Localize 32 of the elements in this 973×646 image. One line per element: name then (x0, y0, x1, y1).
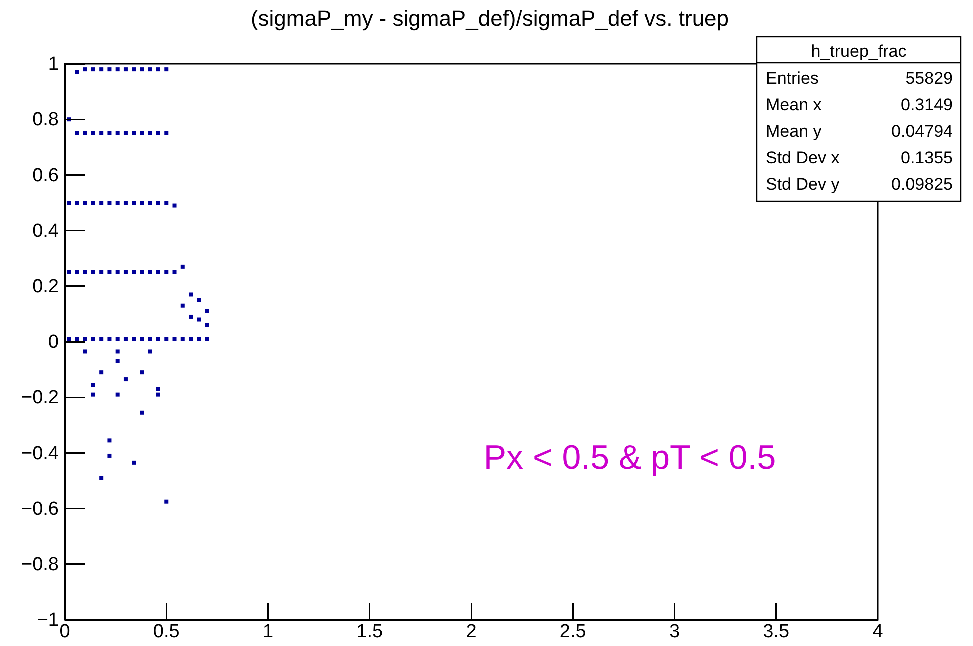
y-tick-label: 0 (48, 332, 59, 354)
x-tick-label: 0.5 (153, 621, 180, 642)
x-tick-label: 2 (466, 621, 477, 642)
x-tick-label: 1.5 (356, 621, 384, 642)
x-tick-label: 3.5 (763, 621, 790, 642)
x-tick-label: 4 (872, 621, 884, 642)
chart-title: (sigmaP_my - sigmaP_def)/sigmaP_def vs. truep (250, 6, 730, 31)
annotation: Std Dev y (766, 175, 840, 194)
y-tick-label: −0.6 (21, 498, 59, 520)
annotation: Mean y (766, 122, 822, 141)
text: h_truep_frac (811, 42, 908, 61)
text: 55829 (906, 69, 953, 88)
y-tick-label: −1 (37, 610, 59, 632)
y-tick-label: 0.6 (32, 165, 59, 186)
y-tick-label: 1 (48, 54, 59, 76)
annotation: Px < 0.5 & pT < 0.5 (484, 438, 776, 477)
y-tick-label: −0.4 (21, 443, 60, 464)
x-tick-label: 3 (669, 621, 680, 642)
y-tick-label: 0.2 (32, 276, 59, 298)
text: 0.09825 (892, 175, 953, 194)
annotation: Entries (766, 69, 819, 88)
text: 0.04794 (892, 122, 953, 141)
y-tick-label: 0.4 (32, 220, 60, 242)
annotation: Mean x (766, 96, 822, 114)
y-tick-label: −0.2 (21, 388, 59, 409)
y-tick-label: −0.8 (21, 554, 59, 576)
text: 0.3149 (901, 96, 953, 114)
x-tick-label: 2.5 (560, 621, 586, 642)
x-tick-label: 1 (262, 621, 274, 642)
y-tick-label: 0.8 (32, 110, 59, 131)
annotation: Std Dev x (766, 148, 840, 168)
text: 0.1355 (901, 148, 953, 168)
